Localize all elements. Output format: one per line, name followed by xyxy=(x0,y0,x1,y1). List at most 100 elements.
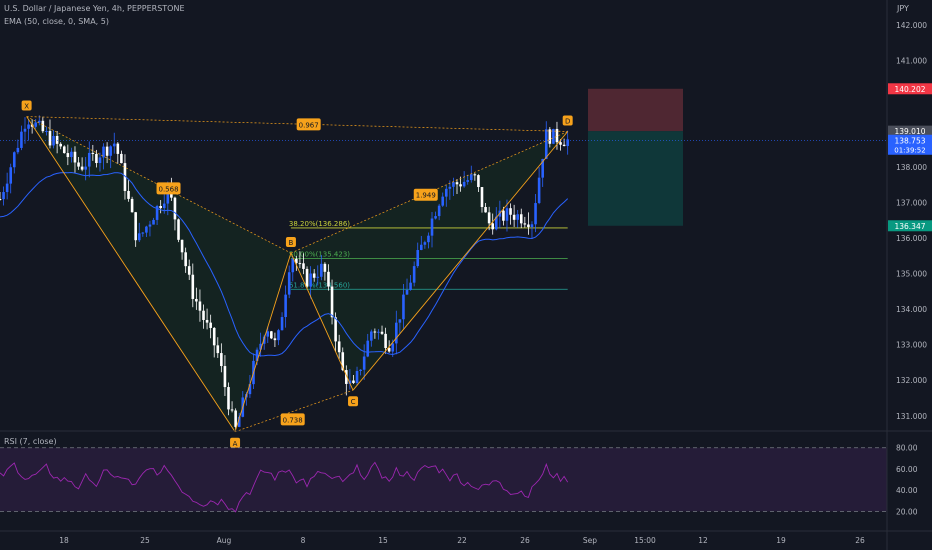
candle-body xyxy=(162,203,166,209)
candle-body xyxy=(284,294,287,318)
candle-body xyxy=(127,190,130,199)
candle-body xyxy=(345,370,348,384)
candle-body xyxy=(130,198,134,213)
time-tick-label: 22 xyxy=(457,536,467,545)
candle-body xyxy=(91,152,95,154)
candle-body xyxy=(487,212,491,224)
candle-body xyxy=(512,214,516,220)
candle-body xyxy=(27,124,30,129)
pattern-ratio-label: 1.949 xyxy=(416,192,436,200)
pattern-leg xyxy=(26,116,236,433)
candle-body xyxy=(248,384,252,395)
candle-body xyxy=(70,151,73,158)
stop-loss-zone xyxy=(588,88,683,132)
candle-body xyxy=(173,197,177,220)
time-tick-label: Aug xyxy=(217,536,232,545)
candle-body xyxy=(155,206,159,220)
price-label: 140.202 xyxy=(894,85,925,94)
rsi-tick-label: 40.00 xyxy=(896,486,918,495)
pattern-point-label: C xyxy=(351,398,356,406)
candle-body xyxy=(2,192,5,200)
price-axis: 131.000 132.000 133.000 134.000 135.000 136.0… xyxy=(886,0,932,550)
candle-body xyxy=(145,226,148,233)
candle-body xyxy=(166,185,170,204)
candle-body xyxy=(20,131,23,148)
candle-body xyxy=(566,139,569,147)
candle-body xyxy=(509,208,512,215)
candle-body xyxy=(409,282,412,290)
candle-body xyxy=(295,258,298,264)
candle-body xyxy=(270,331,273,339)
candle-body xyxy=(316,276,320,278)
candle-body xyxy=(220,353,223,367)
candle-body xyxy=(177,219,180,240)
pattern-point-badge xyxy=(21,100,32,111)
time-axis: 18 25 Aug 8 15 22 26 Sep 15:00 12 19 26 xyxy=(0,530,932,545)
candle-body xyxy=(266,331,270,337)
candle-body xyxy=(327,271,330,287)
candle-body xyxy=(262,336,266,344)
pattern-point-label: D xyxy=(565,117,570,125)
candle-body xyxy=(452,182,455,187)
pattern-fill xyxy=(26,116,568,432)
candle-body xyxy=(37,120,41,123)
pattern-point-label: X xyxy=(24,103,29,111)
candle-body xyxy=(230,409,234,411)
candle-body xyxy=(209,322,212,328)
candle-body xyxy=(519,214,523,224)
candle-body xyxy=(444,188,448,197)
rsi-tick-label: 80.00 xyxy=(896,444,918,453)
candle-body xyxy=(280,317,284,331)
price-label-box xyxy=(888,125,932,137)
position-zones xyxy=(588,88,683,226)
candle-body xyxy=(202,310,205,320)
rsi-band xyxy=(0,447,887,512)
symbol-legend[interactable]: U.S. Dollar / Japanese Yen, 4h, PEPPERST… xyxy=(4,4,185,13)
candle-body xyxy=(287,272,291,295)
price-label: 139.010 xyxy=(894,127,925,136)
candle-body xyxy=(180,239,184,253)
candle-body xyxy=(534,203,537,225)
candle-body xyxy=(419,244,423,251)
candle-body xyxy=(152,219,155,225)
rsi-legend[interactable]: RSI (7, close) xyxy=(4,437,57,446)
rsi-tick-label: 20.00 xyxy=(896,507,918,516)
pattern-leg xyxy=(234,252,292,432)
candle-body xyxy=(195,298,198,302)
candle-body xyxy=(191,274,195,299)
candle-body xyxy=(216,345,220,354)
candle-body xyxy=(223,366,227,388)
time-tick-label: 15 xyxy=(378,536,388,545)
candle-body xyxy=(416,250,420,267)
candle-body xyxy=(473,174,477,176)
candle-body xyxy=(205,319,209,323)
candle-body xyxy=(123,163,127,191)
pattern-leg xyxy=(290,252,354,391)
candle-body xyxy=(366,340,370,357)
candle-body xyxy=(427,235,430,243)
candle-body xyxy=(291,258,295,273)
ema-line xyxy=(0,171,569,357)
candle-body xyxy=(120,153,123,164)
candle-body xyxy=(527,224,530,228)
candle-body xyxy=(455,182,459,185)
candle-body xyxy=(380,331,384,334)
pattern-ratio-label: 0.967 xyxy=(299,121,319,129)
candle-body xyxy=(148,224,152,227)
price-label-box xyxy=(888,83,932,95)
xabcd-pattern[interactable]: X A B C D 0.967 0.568 0.738 1.949 xyxy=(21,100,573,448)
time-tick-label: 15:00 xyxy=(634,536,656,545)
candle-body xyxy=(0,199,2,201)
candle-body xyxy=(77,162,80,167)
candle-body xyxy=(523,223,527,225)
fib-label: 61.80%(134.560) xyxy=(289,281,350,289)
ema-legend[interactable]: EMA (50, close, 0, SMA, 5) xyxy=(4,17,109,26)
candle-body xyxy=(555,128,559,143)
candle-body xyxy=(548,129,552,144)
pattern-point-badge xyxy=(285,237,296,248)
candle-body xyxy=(384,333,387,349)
candle-body xyxy=(466,180,470,182)
candle-body xyxy=(541,158,544,178)
candle-body xyxy=(312,273,316,278)
